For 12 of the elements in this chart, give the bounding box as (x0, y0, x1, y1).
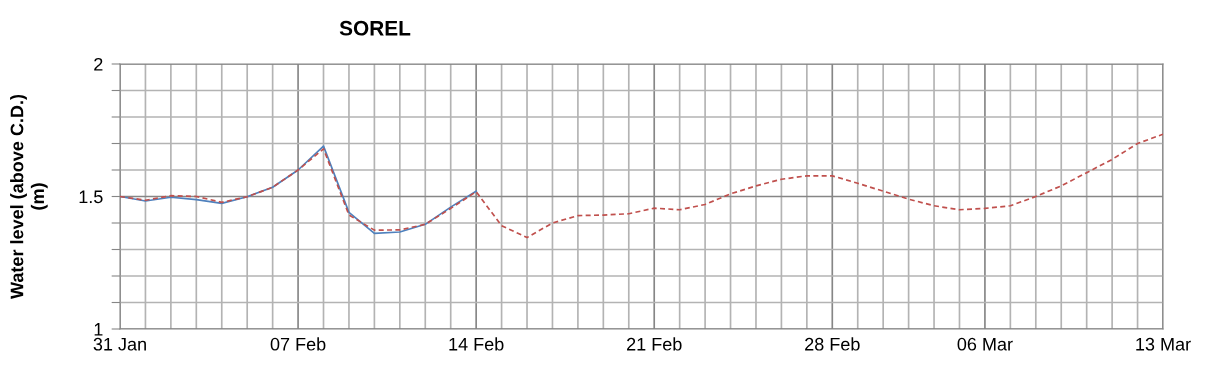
x-tick-label: 31 Jan (93, 337, 146, 351)
x-tick-label: 21 Feb (627, 337, 682, 351)
x-tick-label: 14 Feb (449, 337, 504, 351)
y-axis-title: Water level (above C.D.) (m) (10, 94, 48, 299)
chart-title: SOREL (339, 20, 411, 36)
x-tick-label: 28 Feb (805, 337, 860, 351)
x-tick-label: 13 Mar (1136, 337, 1191, 351)
y-tick-label: 1.5 (79, 190, 103, 204)
x-tick-label: 06 Mar (957, 337, 1013, 351)
y-tick-label: 2 (94, 57, 103, 71)
y-tick-label: 1 (94, 323, 103, 336)
x-tick-label: 07 Feb (270, 337, 326, 351)
